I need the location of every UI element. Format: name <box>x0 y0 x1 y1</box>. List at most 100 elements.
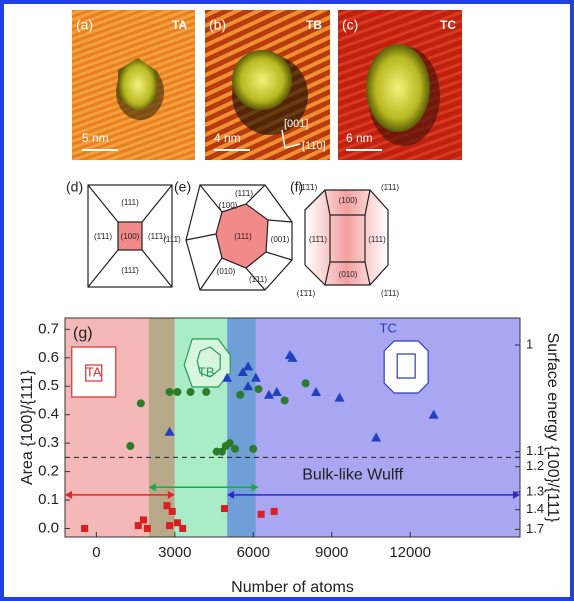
models <box>87 184 389 291</box>
point <box>257 510 265 518</box>
panel-label: (e) <box>174 179 191 195</box>
inset-label: TA <box>86 364 102 379</box>
point <box>165 387 174 396</box>
point <box>225 439 234 448</box>
point <box>243 381 254 391</box>
panel-label: (d) <box>66 179 83 195</box>
x-tick-label: 0 <box>92 544 100 561</box>
point <box>243 361 254 371</box>
point <box>263 389 274 399</box>
model-e <box>185 184 293 291</box>
facet-label: (111) <box>234 232 252 241</box>
direction-label: [11̄0] <box>302 140 326 152</box>
point <box>334 392 345 402</box>
y-tick-label: 0.7 <box>38 320 59 337</box>
point <box>168 507 176 515</box>
y-axis-label: Area {100}/{111} <box>19 369 36 485</box>
point <box>287 352 298 362</box>
facet-labels: (111) (1̄11) (100) (11̄1) (111̄) (11̄1) … <box>94 183 399 298</box>
point <box>237 367 248 377</box>
facet-label: (11̄1) <box>148 232 166 241</box>
y2-tick-label: 1.2 <box>526 458 544 473</box>
scale-label: 6 nm <box>346 131 373 145</box>
facet <box>117 221 143 251</box>
point <box>139 516 147 524</box>
inset-shape <box>85 364 103 382</box>
reference-label: Bulk-like Wulff <box>302 467 403 484</box>
panel-tag: TC <box>440 18 456 32</box>
point <box>311 386 322 396</box>
point <box>166 522 174 530</box>
point <box>134 522 142 530</box>
facet-label: (111̄) <box>121 266 139 275</box>
model-d <box>87 184 173 288</box>
scale-label: 4 nm <box>214 131 241 145</box>
facet-label: (111) <box>368 235 386 244</box>
y-tick-label: 0.3 <box>38 434 59 451</box>
point <box>136 399 145 408</box>
facet-label: (1̄1̄1) <box>297 289 316 298</box>
plot-frame <box>64 317 521 538</box>
y2-tick-label: 1 <box>526 336 533 351</box>
x-tick-label: 12000 <box>389 544 431 561</box>
particle <box>232 50 292 110</box>
facet-label: (001) <box>271 235 290 244</box>
inset-label: TB <box>198 364 215 379</box>
facet-label: (111) <box>121 198 139 207</box>
point <box>222 372 233 382</box>
facet-label: (1̄11) <box>381 183 399 192</box>
facet-label: (010) <box>217 267 236 276</box>
point <box>280 396 289 405</box>
panel-labels: (a) TA 5 nm (b) TB 4 nm [001] [11̄0] (c)… <box>66 17 456 195</box>
y-tick-label: 0.6 <box>38 349 59 366</box>
inset-label: TC <box>380 320 397 335</box>
point <box>143 524 151 532</box>
particle <box>366 44 430 132</box>
inset <box>383 340 429 394</box>
point <box>371 432 382 442</box>
facet-label: (1̄1̄1) <box>299 183 318 192</box>
region <box>227 318 256 537</box>
point <box>301 379 310 388</box>
x-axis-label: Number of atoms <box>231 579 354 596</box>
point <box>217 447 226 456</box>
panel-label: (f) <box>290 179 303 195</box>
point <box>250 372 261 382</box>
point <box>236 390 245 399</box>
facet-label: (11̄1) <box>235 189 253 198</box>
y2-tick-label: 1.7 <box>526 521 544 536</box>
y-tick-label: 0.5 <box>38 377 59 394</box>
facet-label: (100) <box>339 196 358 205</box>
panel-tag: TB <box>306 18 322 32</box>
x-tick-label: 9000 <box>315 544 348 561</box>
point <box>164 426 175 436</box>
panel-label: (a) <box>76 17 93 33</box>
point <box>179 524 187 532</box>
point <box>186 387 195 396</box>
scale-label: 5 nm <box>82 131 109 145</box>
inset <box>71 346 117 398</box>
edges <box>185 184 293 291</box>
y2-axis-label: Surface energy {100}/{111} <box>544 333 561 523</box>
edges <box>304 189 371 286</box>
point <box>126 441 135 450</box>
facet-label: (100) <box>219 201 238 210</box>
chart: 0.0 0.1 0.2 0.3 0.4 0.5 0.6 0.7 0 3000 6000 9000 120… <box>19 317 561 596</box>
point <box>202 387 211 396</box>
y2-tick-label: 1.3 <box>526 483 544 498</box>
point <box>428 409 439 419</box>
x-tick-label: 6000 <box>237 544 270 561</box>
point <box>254 385 263 394</box>
direction-arrows <box>281 129 301 149</box>
y-tick-label: 0.4 <box>38 406 59 423</box>
y-tick-label: 0.0 <box>38 519 59 536</box>
point <box>173 387 182 396</box>
facet-label: (100) <box>121 232 140 241</box>
inset-shape <box>196 346 221 378</box>
facet-label: (1̄11) <box>381 289 399 298</box>
facet-label: (11̄1) <box>309 235 327 244</box>
point <box>81 524 89 532</box>
y-tick-label: 0.2 <box>38 463 59 480</box>
